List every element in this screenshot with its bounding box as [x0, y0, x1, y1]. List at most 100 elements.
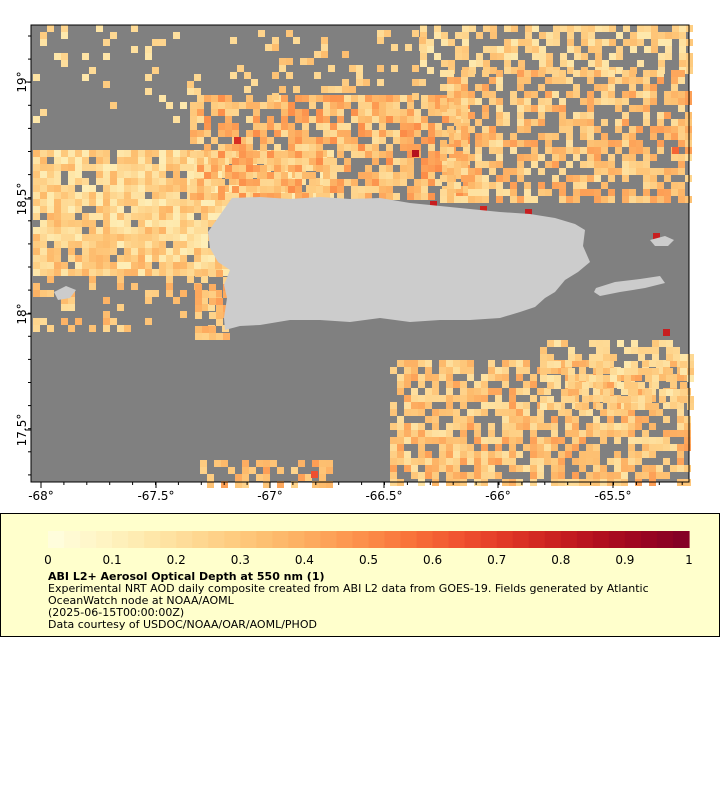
aod-cell: [511, 39, 518, 46]
aod-cell: [517, 105, 524, 112]
aod-cell: [337, 123, 344, 130]
aod-cell: [603, 389, 610, 396]
colorbar-label: 0.4: [295, 553, 314, 567]
aod-cell: [75, 234, 82, 241]
aod-cell: [420, 25, 427, 32]
aod-cell: [441, 60, 448, 67]
aod-cell: [61, 220, 68, 227]
aod-cell: [96, 199, 103, 206]
aod-cell: [54, 248, 61, 255]
aod-cell: [580, 189, 587, 196]
aod-cell: [68, 255, 75, 262]
legend-credit: Data courtesy of USDOC/NOAA/OAR/AOML/PHO…: [48, 618, 317, 631]
aod-cell: [187, 88, 194, 95]
aod-cell: [524, 154, 531, 161]
aod-cell: [461, 98, 468, 105]
aod-cell: [298, 460, 305, 467]
aod-cell: [145, 241, 152, 248]
aod-cell: [649, 388, 656, 395]
aod-cell: [145, 164, 152, 171]
aod-cell: [260, 137, 267, 144]
aod-cell: [510, 140, 517, 147]
aod-cell: [628, 395, 635, 402]
aod-cell: [397, 430, 404, 437]
aod-cell: [565, 416, 572, 423]
aod-cell: [187, 248, 194, 255]
aod-cell: [468, 189, 475, 196]
aod-cell: [180, 164, 187, 171]
aod-cell: [267, 116, 274, 123]
aod-cell: [622, 140, 629, 147]
aod-cell: [461, 84, 468, 91]
aod-cell: [420, 32, 427, 39]
aod-cell: [418, 423, 425, 430]
aod-cell: [397, 381, 404, 388]
aod-cell: [202, 291, 209, 298]
aod-cell: [455, 32, 462, 39]
aod-cell: [414, 116, 421, 123]
aod-cell: [47, 164, 54, 171]
aod-cell: [358, 144, 365, 151]
aod-cell: [414, 123, 421, 130]
aod-cell: [649, 437, 656, 444]
aod-cell: [586, 458, 593, 465]
aod-cell: [539, 46, 546, 53]
aod-cell: [558, 472, 565, 479]
aod-cell: [523, 465, 530, 472]
aod-cell: [222, 157, 229, 164]
aod-cell: [503, 119, 510, 126]
aod-cell: [483, 25, 490, 32]
aod-cell: [61, 164, 68, 171]
aod-cell: [616, 32, 623, 39]
aod-cell: [138, 199, 145, 206]
aod-cell: [607, 458, 614, 465]
aod-cell: [657, 189, 664, 196]
aod-cell: [552, 175, 559, 182]
aod-cell: [442, 116, 449, 123]
aod-cell: [580, 161, 587, 168]
aod-cell: [530, 458, 537, 465]
aod-cell: [468, 98, 475, 105]
aod-cell: [601, 161, 608, 168]
aod-cell: [462, 32, 469, 39]
aod-cell: [124, 234, 131, 241]
aod-cell: [197, 130, 204, 137]
aod-cell: [481, 409, 488, 416]
aod-cell: [558, 402, 565, 409]
aod-cell: [96, 269, 103, 276]
aod-cell: [246, 144, 253, 151]
aod-cell: [524, 189, 531, 196]
aod-cell: [643, 70, 650, 77]
aod-cell: [496, 189, 503, 196]
aod-cell: [547, 375, 554, 382]
x-axis: -68° -67.5° -67° -66.5° -66° -65.5°: [28, 482, 683, 503]
aod-cell: [573, 189, 580, 196]
aod-cell: [593, 395, 600, 402]
colorbar-swatch: [432, 531, 450, 548]
aod-cell: [593, 388, 600, 395]
aod-cell: [656, 444, 663, 451]
aod-cell: [502, 458, 509, 465]
aod-cell: [75, 255, 82, 262]
aod-cell: [607, 423, 614, 430]
aod-cell: [644, 32, 651, 39]
aod-cell: [483, 46, 490, 53]
aod-cell: [586, 395, 593, 402]
aod-cell: [489, 182, 496, 189]
map-frame: [30, 24, 690, 483]
aod-cell: [33, 227, 40, 234]
aod-cell: [82, 192, 89, 199]
aod-cell: [432, 458, 439, 465]
colorbar-swatch: [336, 531, 354, 548]
aod-cell: [475, 175, 482, 182]
aod-cell: [253, 130, 260, 137]
aod-cell: [439, 409, 446, 416]
aod-cell: [89, 192, 96, 199]
aod-cell: [40, 220, 47, 227]
aod-cell: [488, 423, 495, 430]
aod-cell: [152, 248, 159, 255]
aod-cell: [586, 381, 593, 388]
aod-cell: [447, 147, 454, 154]
aod-cell: [89, 150, 96, 157]
aod-cell: [468, 196, 475, 203]
